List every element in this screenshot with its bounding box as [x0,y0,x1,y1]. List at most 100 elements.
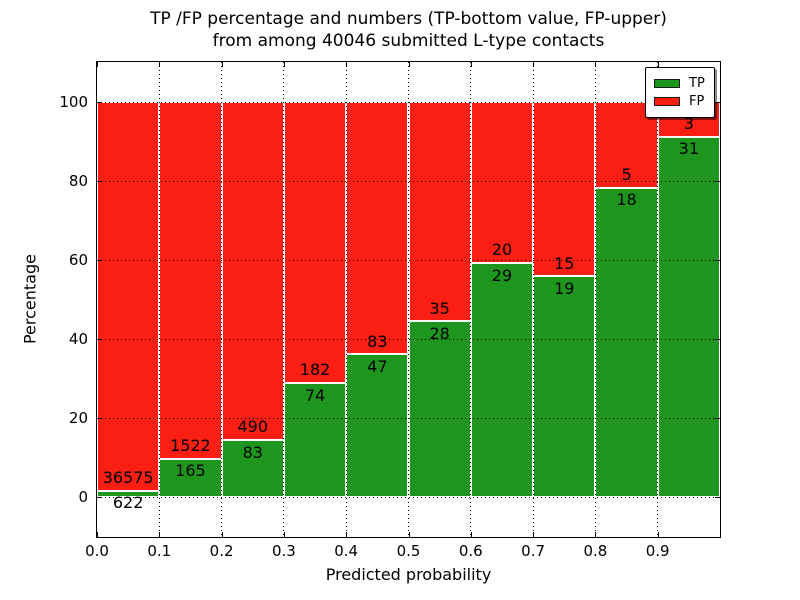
tp-bar-segment [159,458,222,498]
plot-area: 36575 622 1522 165 490 83 182 74 83 47 35 28 20 29 15 1… [96,61,721,538]
tp-count-label: 622 [112,493,144,513]
x-gridline [657,62,659,537]
y-tick-mark [715,339,720,341]
x-tick-label: 0.5 [396,542,421,560]
x-gridline [221,62,223,537]
y-tick-label: 60 [68,250,88,269]
y-tick-label: 20 [68,409,88,428]
x-tick-mark [97,62,98,67]
y-tick-mark [97,497,102,499]
x-tick-mark [221,62,223,67]
fp-count-label: 3 [683,113,694,133]
y-tick-mark [97,101,102,103]
legend-label-fp: FP [689,94,705,109]
x-tick-mark [346,62,348,67]
x-tick-mark [408,62,410,67]
tp-bar-segment [346,354,409,498]
x-tick-mark [283,532,285,537]
fp-bar-segment [159,101,222,459]
y-tick-mark [715,180,720,182]
x-gridline [158,62,160,537]
tp-bar-segment [470,263,534,498]
tp-bar-segment [221,440,284,498]
x-tick-mark [470,62,472,67]
tp-count-label: 28 [429,324,450,344]
x-tick-mark [221,532,223,537]
fp-count-label: 35 [429,298,450,318]
tp-count-label: 165 [175,461,206,481]
tp-bar-segment [283,382,347,498]
x-tick-mark [97,532,98,537]
tp-swatch-icon [654,79,680,88]
y-tick-mark [715,418,720,420]
y-tick-label: 40 [68,330,88,349]
y-tick-label: 0 [78,488,88,507]
x-gridline [408,62,409,537]
tp-count-label: 19 [554,278,575,298]
x-tick-label: 0.9 [645,542,670,560]
fp-bar-segment [470,101,534,264]
x-tick-label: 0.0 [85,542,109,560]
x-tick-mark [657,62,659,67]
y-tick-mark [715,259,720,261]
legend-row-fp: FP [654,94,705,109]
x-tick-label: 0.2 [209,542,234,560]
y-tick-mark [97,259,102,261]
tp-bar-segment [97,490,160,498]
y-tick-mark [97,339,102,341]
fp-bar-segment [408,101,471,322]
x-tick-mark [346,532,348,537]
x-tick-label: 0.7 [521,542,546,560]
tp-bar-segment [657,136,720,498]
tp-count-label: 47 [367,356,388,376]
x-tick-mark [408,532,410,537]
fp-count-label: 20 [491,240,513,260]
legend-label-tp: TP [689,76,705,91]
y-tick-label: 80 [68,171,88,190]
fp-swatch-icon [654,97,680,106]
x-tick-label: 0.6 [458,542,483,560]
legend: TP FP [645,67,715,118]
x-tick-mark [470,532,472,537]
tp-count-label: 18 [616,190,637,210]
fp-bar-segment [97,101,160,491]
x-gridline [283,62,285,537]
y-tick-mark [97,180,102,182]
tp-bar-segment [408,321,471,498]
fp-count-label: 5 [621,164,632,184]
x-tick-label: 0.1 [147,542,172,560]
x-tick-mark [159,62,161,67]
x-tick-mark [159,532,161,537]
chart-title-line1: TP /FP percentage and numbers (TP-bottom… [150,9,667,29]
x-tick-mark [533,62,535,67]
x-gridline [470,62,472,537]
fp-count-label: 182 [299,360,331,380]
tp-count-label: 83 [242,442,263,462]
tp-count-label: 29 [491,265,513,285]
x-gridline [594,62,596,537]
x-gridline [345,62,347,537]
x-tick-label: 0.3 [271,542,296,560]
x-tick-label: 0.4 [334,542,359,560]
x-gridline [532,62,534,537]
tp-count-label: 31 [678,139,700,159]
x-axis-label: Predicted probability [325,565,492,584]
fp-count-label: 36575 [102,468,154,488]
tp-bar-segment [533,276,596,498]
fp-count-label: 83 [367,331,388,351]
tp-bar-segment [595,187,658,498]
y-tick-mark [97,418,102,420]
fp-count-label: 490 [237,417,269,437]
fp-bar-segment [221,101,284,441]
fp-bar-segment [283,101,347,383]
x-tick-mark [595,62,597,67]
chart-title-line2: from among 40046 submitted L-type contac… [212,31,605,51]
fp-bar-segment [533,101,596,277]
fp-count-label: 15 [554,253,575,273]
x-tick-mark [283,62,285,67]
x-tick-mark [533,532,535,537]
y-axis-label: Percentage [20,254,40,345]
x-tick-mark [595,532,597,537]
x-tick-mark [657,532,659,537]
